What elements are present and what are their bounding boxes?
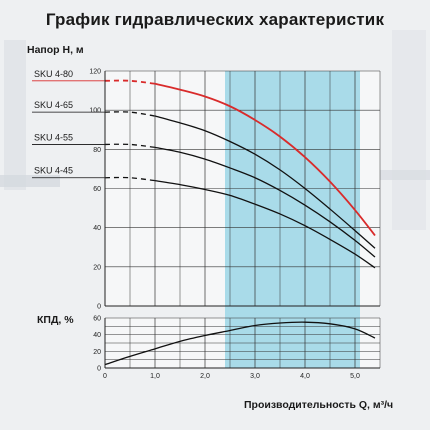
x-tick-label: 2,0 <box>200 373 210 380</box>
series-label: SKU 4-55 <box>34 132 73 142</box>
efficiency-y-tick-label: 40 <box>93 332 101 339</box>
x-tick-label: 0 <box>103 373 107 380</box>
page-title: График гидравлических характеристик <box>45 10 385 29</box>
efficiency-axis-label: КПД, % <box>37 314 74 326</box>
x-tick-label: 1,0 <box>150 373 160 380</box>
x-tick-label: 4,0 <box>300 373 310 380</box>
head-y-tick-label: 40 <box>93 225 101 232</box>
x-tick-label: 3,0 <box>250 373 260 380</box>
head-y-tick-label: 0 <box>97 304 101 311</box>
flow-axis-label: Производительность Q, м³/ч <box>244 399 394 411</box>
efficiency-y-tick-label: 20 <box>93 349 101 356</box>
efficiency-y-tick-label: 60 <box>93 316 101 323</box>
series-curve <box>154 115 376 249</box>
x-tick-label: 5,0 <box>350 373 360 380</box>
head-axis-label: Напор H, м <box>27 44 84 56</box>
head-y-tick-label: 120 <box>89 69 101 76</box>
series-label: SKU 4-45 <box>34 166 73 176</box>
series-label: SKU 4-65 <box>34 100 73 110</box>
series-curve <box>154 82 376 237</box>
efficiency-y-tick-label: 0 <box>97 366 101 373</box>
efficiency-curve <box>104 321 376 366</box>
series-label: SKU 4-80 <box>34 69 73 79</box>
head-y-tick-label: 80 <box>93 147 101 154</box>
head-y-tick-label: 100 <box>89 108 101 115</box>
head-y-tick-label: 60 <box>93 186 101 193</box>
head-y-tick-label: 20 <box>93 264 101 271</box>
series-curve <box>154 180 376 269</box>
series-curve <box>154 146 376 258</box>
